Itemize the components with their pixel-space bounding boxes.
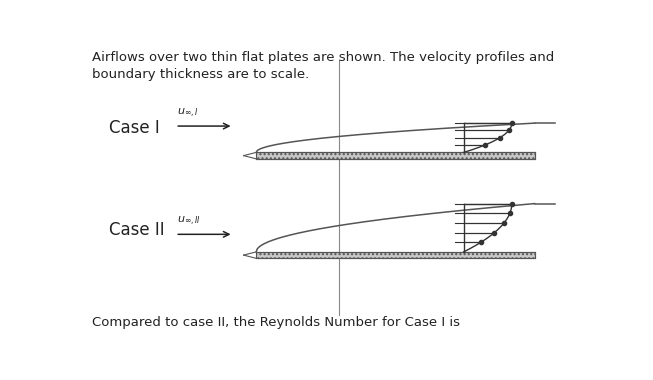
Text: Compared to case II, the Reynolds Number for Case I is: Compared to case II, the Reynolds Number… — [91, 317, 460, 329]
Text: $u_{\infty,II}$: $u_{\infty,II}$ — [177, 215, 200, 228]
Bar — [256, 252, 535, 258]
Text: Case I: Case I — [110, 119, 160, 136]
Text: Airflows over two thin flat plates are shown. The velocity profiles and
boundary: Airflows over two thin flat plates are s… — [91, 51, 554, 81]
Bar — [256, 152, 535, 159]
Text: $u_{\infty,I}$: $u_{\infty,I}$ — [177, 107, 199, 120]
Text: Case II: Case II — [110, 221, 165, 239]
